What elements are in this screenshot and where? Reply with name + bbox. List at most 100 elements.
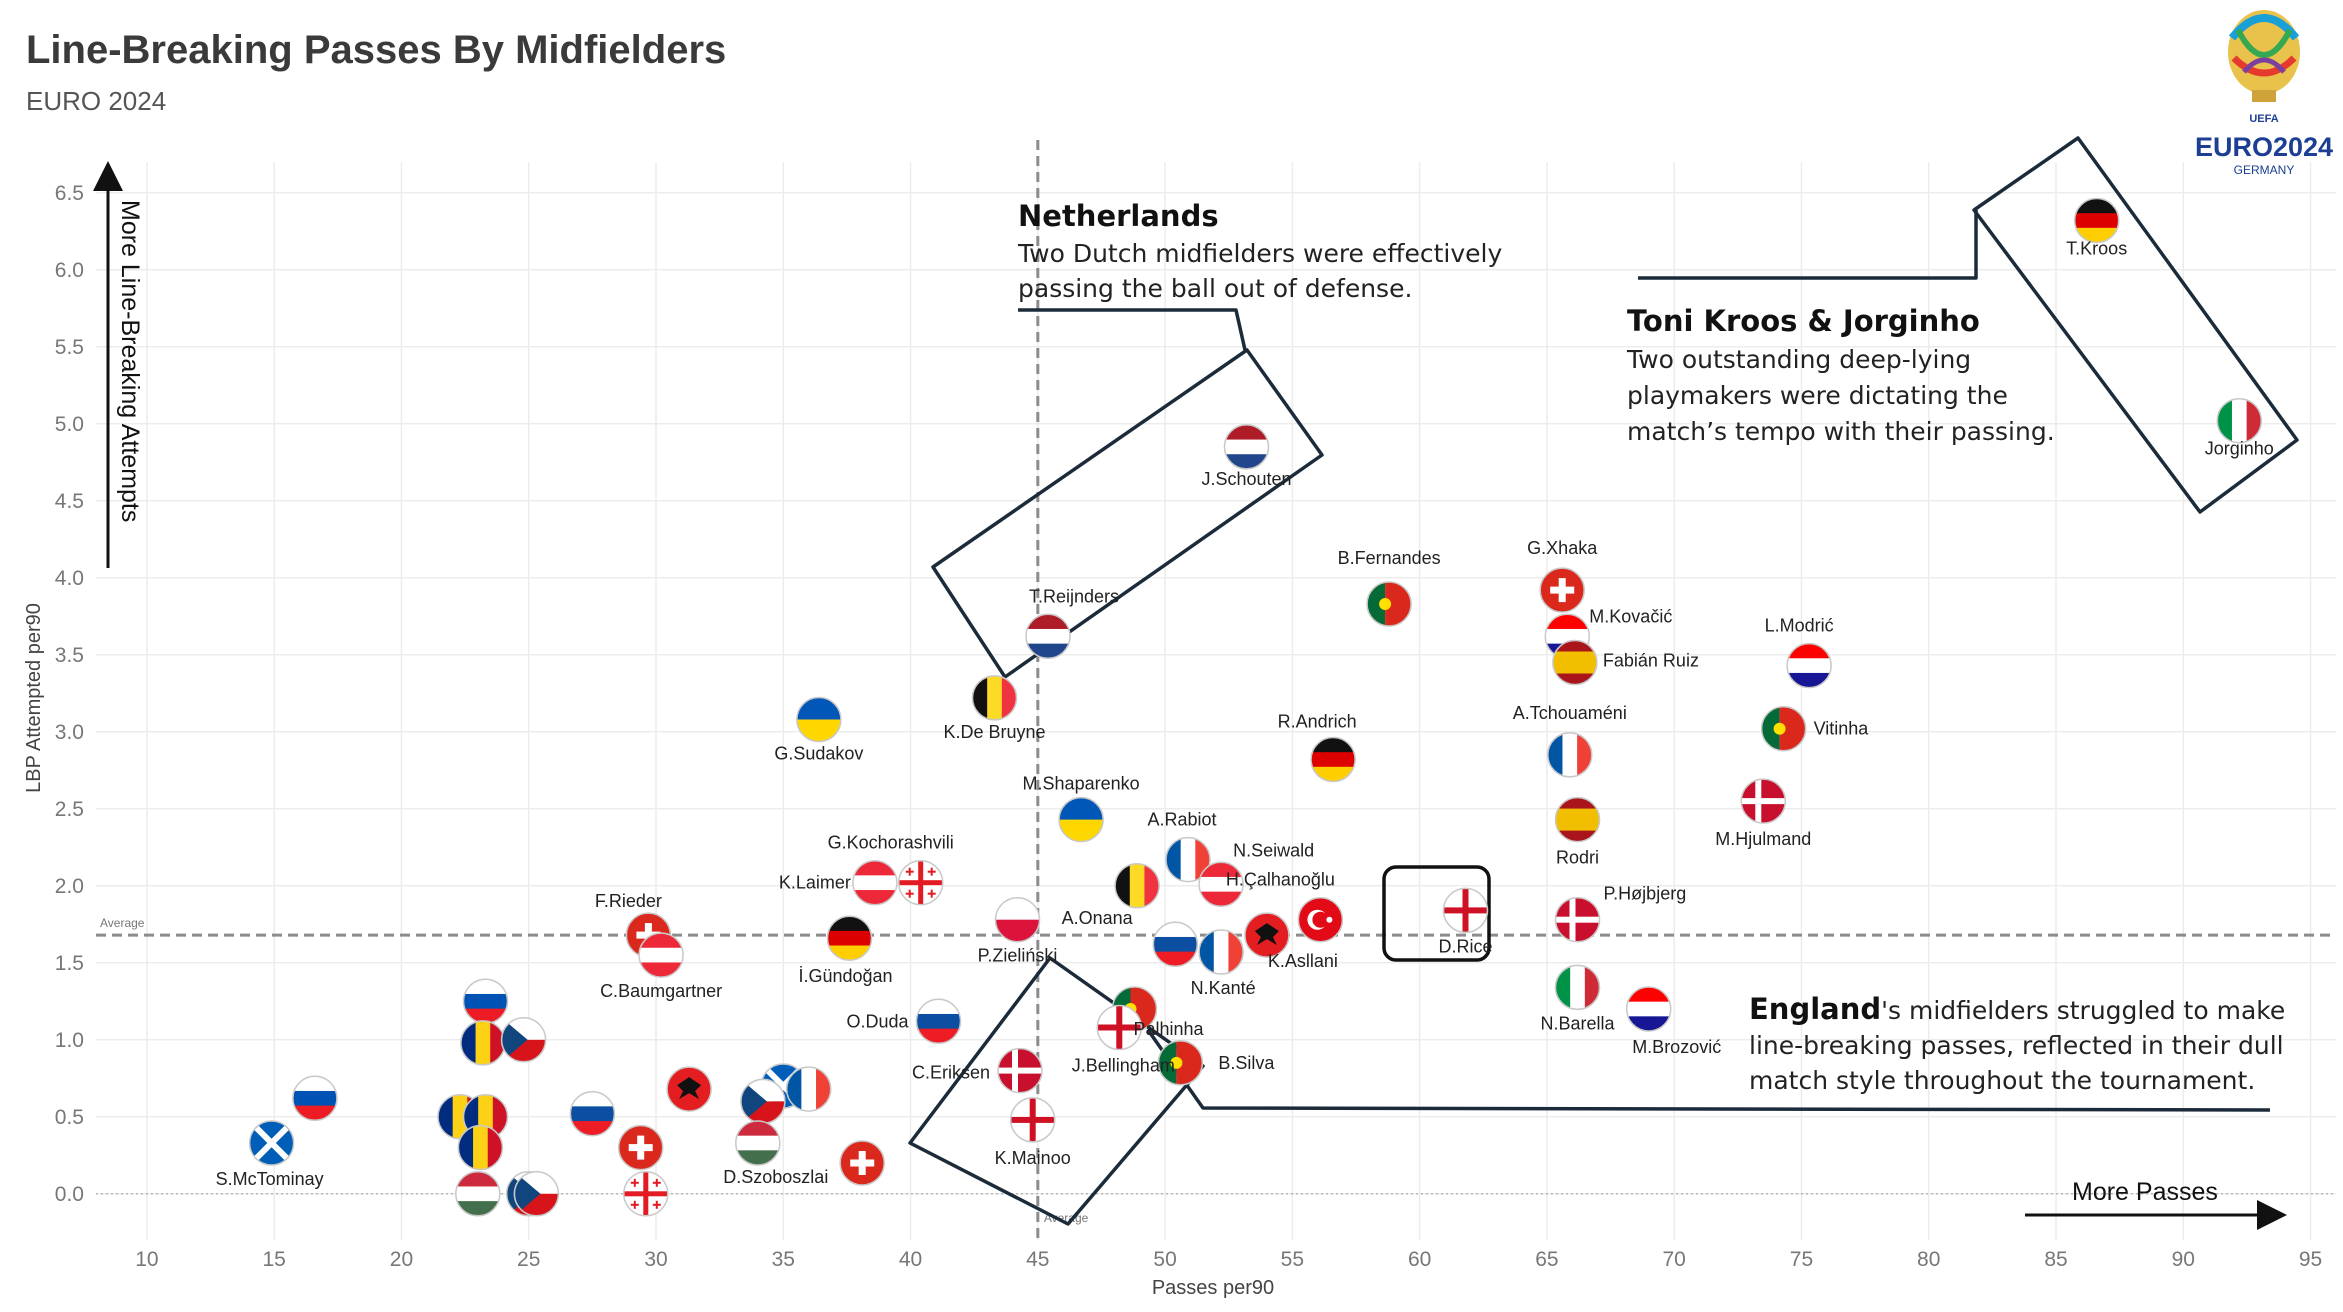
player-label: T.Reijnders xyxy=(1029,586,1119,606)
player-marker-croatia-flag-icon xyxy=(1786,642,1832,689)
x-tick-label: 80 xyxy=(1917,1248,1940,1271)
player-marker-switzerland-flag-icon xyxy=(617,1124,664,1171)
player-label: T.Kroos xyxy=(2066,239,2127,259)
player-label: P.Zieliński xyxy=(978,946,1058,966)
england-annotation: England's midfielders struggled to make … xyxy=(1749,992,2285,1095)
player-marker-netherlands-flag-icon xyxy=(1223,424,1270,470)
player-marker-slovakia-flag-icon xyxy=(1152,921,1199,968)
x-tick-label: 20 xyxy=(390,1248,413,1271)
y-arrow-label: More Line-Breaking Attempts xyxy=(116,200,144,522)
logo-main: EURO2024 xyxy=(2195,132,2333,162)
x-tick-label: 85 xyxy=(2044,1248,2067,1271)
player-marker-turkey-flag-icon xyxy=(1297,896,1344,943)
player-marker-hungary-flag-icon xyxy=(455,1171,501,1217)
player-marker-italy-flag-icon xyxy=(1554,964,1601,1011)
y-tick-label: 0.0 xyxy=(55,1183,84,1206)
player-marker-scotland-flag-icon xyxy=(248,1120,295,1166)
point-labels: T.Kroos Jorginho J.Schouten T.Reijnders B.Fe… xyxy=(216,239,2274,1190)
kroos-jorginho-annotation: Toni Kroos & Jorginho Two outstanding de… xyxy=(1626,304,2055,446)
y-more-arrow: More Line-Breaking Attempts xyxy=(93,161,144,568)
player-label: A.Rabiot xyxy=(1147,810,1216,830)
x-tick-label: 95 xyxy=(2299,1248,2322,1271)
player-label: N.Seiwald xyxy=(1233,840,1314,860)
player-label: İ.Gündoğan xyxy=(798,966,892,986)
y-tick-label: 4.0 xyxy=(55,567,84,590)
x-tick-label: 30 xyxy=(644,1248,667,1271)
player-label: Vitinha xyxy=(1814,719,1870,739)
chart-title: Line-Breaking Passes By Midfielders xyxy=(26,28,727,72)
player-label: K.Laimer xyxy=(779,873,851,893)
x-axis-title: Passes per90 xyxy=(1152,1277,1274,1299)
x-tick-label: 90 xyxy=(2172,1248,2195,1271)
x-tick-label: 55 xyxy=(1281,1248,1304,1271)
player-marker-belgium-flag-icon xyxy=(971,675,1018,721)
player-label: G.Sudakov xyxy=(774,744,863,764)
player-label: S.McTominay xyxy=(216,1169,324,1189)
england-annotation-title-rest: 's midfielders struggled to make xyxy=(1881,996,2285,1025)
y-tick-label: 2.5 xyxy=(55,798,84,821)
x-tick-label: 50 xyxy=(1153,1248,1176,1271)
kroos-jorginho-callout-line xyxy=(1638,210,1978,280)
x-tick-label: 15 xyxy=(263,1248,286,1271)
player-marker-germany-flag-icon xyxy=(2073,197,2120,244)
y-tick-label: 3.0 xyxy=(55,721,84,744)
player-marker-slovakia-flag-icon xyxy=(915,998,962,1045)
netherlands-annotation-title: Netherlands xyxy=(1018,199,1219,233)
axes: 10 15 20 25 30 35 40 45 50 55 60 65 70 75 80 85 90 95 0.0 0… xyxy=(55,182,2322,1271)
player-label: N.Kanté xyxy=(1191,978,1256,998)
player-marker-spain-flag-icon xyxy=(1554,796,1601,843)
x-more-arrow: More Passes xyxy=(2025,1178,2287,1230)
player-marker-switzerland-flag-icon xyxy=(839,1140,885,1186)
player-marker-france-flag-icon xyxy=(785,1066,832,1112)
player-label: M.Hjulmand xyxy=(1715,829,1811,849)
player-label: L.Modrić xyxy=(1765,616,1834,636)
x-tick-label: 45 xyxy=(1026,1248,1049,1271)
player-marker-albania-flag-icon xyxy=(666,1066,712,1112)
england-annotation-line-2: match style throughout the tournament. xyxy=(1749,1066,2255,1095)
player-label: B.Fernandes xyxy=(1338,548,1441,568)
player-marker-slovenia-flag-icon xyxy=(292,1075,338,1122)
trophy-icon xyxy=(2228,10,2300,102)
player-label: C.Eriksen xyxy=(912,1063,990,1083)
x-tick-label: 25 xyxy=(517,1248,540,1271)
player-marker-czechia-flag-icon xyxy=(513,1171,560,1217)
y-tick-label: 4.5 xyxy=(55,490,84,513)
player-label: Rodri xyxy=(1556,848,1599,868)
netherlands-annotation: Netherlands Two Dutch midfielders were e… xyxy=(1017,199,1502,303)
player-marker-denmark-flag-icon xyxy=(1554,896,1601,943)
player-label: M.Kovačić xyxy=(1589,606,1672,626)
player-label: Fabián Ruiz xyxy=(1603,651,1699,671)
x-tick-label: 75 xyxy=(1790,1248,1813,1271)
player-marker-germany-flag-icon xyxy=(1310,736,1356,783)
player-marker-denmark-flag-icon xyxy=(997,1047,1043,1094)
player-label: K.Mainoo xyxy=(995,1148,1071,1168)
y-tick-label: 0.5 xyxy=(55,1106,84,1129)
y-tick-label: 1.5 xyxy=(55,952,84,975)
netherlands-outline xyxy=(931,348,1324,679)
player-marker-spain-flag-icon xyxy=(1552,639,1598,686)
netherlands-annotation-line-2: passing the ball out of defense. xyxy=(1018,274,1412,303)
player-label: B.Silva xyxy=(1218,1053,1275,1073)
player-label: K.De Bruyne xyxy=(943,722,1045,742)
svg-text:England's midfielders struggle: England's midfielders struggled to make xyxy=(1749,992,2285,1026)
netherlands-annotation-line-1: Two Dutch midfielders were effectively xyxy=(1017,239,1502,268)
player-marker-france-flag-icon xyxy=(1198,929,1244,975)
player-marker-portugal-flag-icon xyxy=(1366,581,1412,627)
player-label: D.Szoboszlai xyxy=(723,1167,828,1187)
y-tick-label: 2.0 xyxy=(55,875,84,898)
player-marker-ukraine-flag-icon xyxy=(796,696,842,743)
annotation-shapes xyxy=(908,136,2299,1226)
player-label: Jorginho xyxy=(2205,439,2274,459)
player-marker-romania-flag-icon xyxy=(460,1020,506,1066)
player-marker-germany-flag-icon xyxy=(826,915,873,961)
y-tick-label: 5.5 xyxy=(55,336,84,359)
x-tick-label: 65 xyxy=(1535,1248,1558,1271)
player-label: A.Tchouaméni xyxy=(1513,703,1627,723)
player-marker-georgia-flag-icon xyxy=(897,859,944,906)
player-marker-netherlands-flag-icon xyxy=(1025,613,1071,660)
netherlands-callout-line xyxy=(1018,308,1247,351)
player-label: A.Onana xyxy=(1062,908,1134,928)
player-marker-romania-flag-icon xyxy=(457,1124,504,1171)
player-marker-poland-flag-icon xyxy=(994,896,1041,943)
